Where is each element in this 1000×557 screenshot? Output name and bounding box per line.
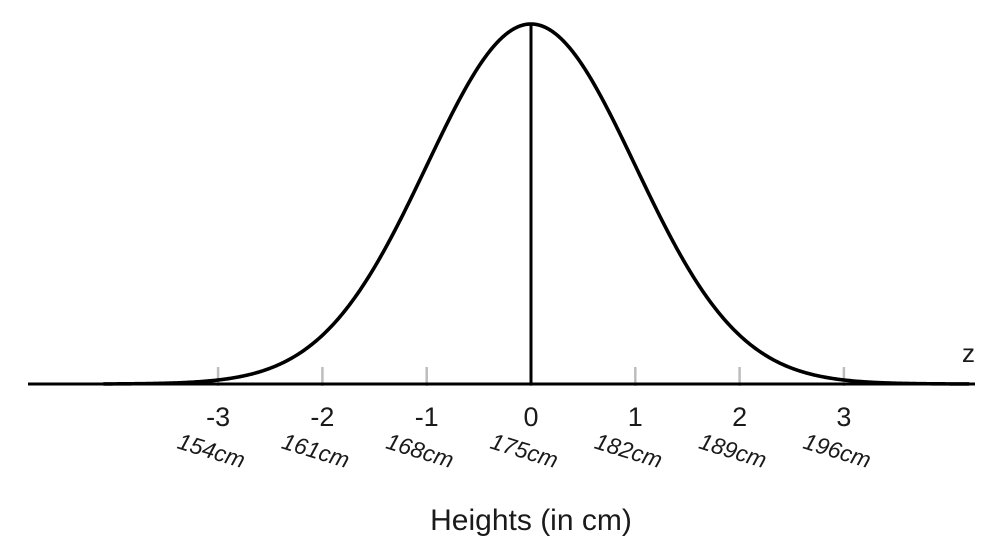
x-axis-title: Heights (in cm) <box>430 504 632 537</box>
height-tick-label: 154cm <box>175 428 249 473</box>
height-tick-label: 161cm <box>279 428 353 473</box>
height-tick-label: 182cm <box>592 428 666 473</box>
z-axis-label: z <box>962 338 975 368</box>
height-tick-label: 189cm <box>696 428 770 473</box>
z-tick-label: 1 <box>628 402 643 432</box>
z-tick-label: 3 <box>836 402 851 432</box>
z-tick-label: -2 <box>310 402 334 432</box>
normal-curve <box>103 22 970 386</box>
z-tick-label: 0 <box>523 402 538 432</box>
height-tick-label: 196cm <box>800 428 874 473</box>
z-tick-label: -1 <box>415 402 439 432</box>
z-tick-label: -3 <box>206 402 230 432</box>
height-tick-label: 175cm <box>488 428 562 473</box>
height-tick-label: 168cm <box>383 428 457 473</box>
z-tick-label: 2 <box>732 402 747 432</box>
